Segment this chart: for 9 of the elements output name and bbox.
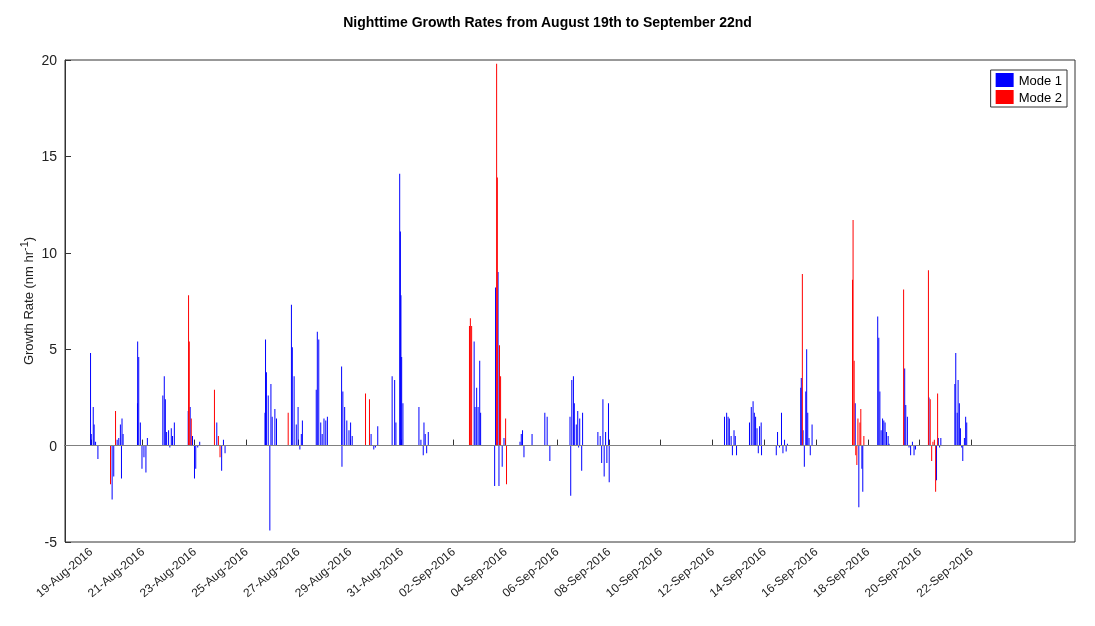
y-tick-label: -5 (44, 534, 58, 550)
y-tick-label: 5 (49, 341, 58, 358)
y-tick-label: 20 (41, 52, 58, 68)
chart-title: Nighttime Growth Rates from August 19th to September 22nd (343, 14, 752, 30)
y-tick-label: 15 (41, 148, 58, 165)
legend-label: Mode 1 (1018, 72, 1063, 88)
y-tick-label: 10 (41, 244, 58, 261)
y-tick-label: 0 (49, 437, 58, 454)
legend-label: Mode 2 (1018, 89, 1063, 105)
